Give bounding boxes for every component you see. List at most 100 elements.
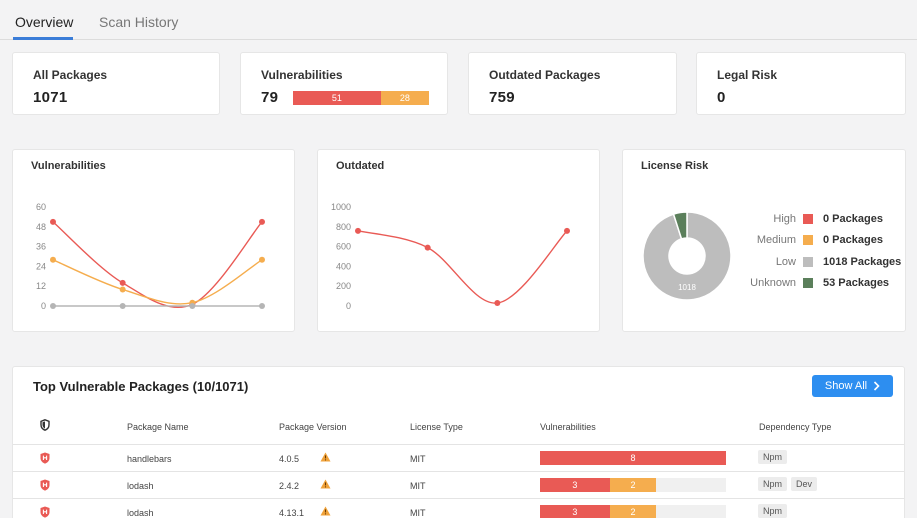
- table-row[interactable]: lodash 4.13.1 MIT 3 2 Npm: [13, 498, 904, 518]
- vulnerabilities-card[interactable]: Vulnerabilities 79 51 28: [240, 52, 448, 115]
- legend-label: High: [773, 213, 796, 225]
- outdated-chart-card: Outdated 1000 800 600 400 200 0: [317, 149, 600, 332]
- donut-slice-low: [642, 211, 732, 301]
- vulnerabilities-chart-card: Vulnerabilities 60 48 36 24 12 0: [12, 149, 295, 332]
- all-packages-card[interactable]: All Packages 1071: [12, 52, 220, 115]
- outdated-chart-title: Outdated: [336, 160, 385, 172]
- show-all-button[interactable]: Show All: [812, 375, 893, 397]
- high-severity-segment: 3: [540, 505, 610, 518]
- donut-slice-unknown: [672, 211, 688, 240]
- package-name[interactable]: lodash: [127, 508, 154, 518]
- legend-count: 1018 Packages: [823, 255, 902, 268]
- legend-label: Unknown: [750, 276, 796, 289]
- donut-center-label: 1018: [678, 283, 696, 292]
- y-tick-label: 36: [36, 242, 46, 252]
- package-version: 2.4.2: [279, 481, 300, 491]
- data-point: [494, 300, 501, 307]
- outdated-packages-value: 759: [489, 89, 515, 106]
- y-tick-label: 0: [346, 301, 351, 311]
- package-shield-icon: [40, 452, 50, 464]
- package-version: 4.0.5: [279, 454, 300, 464]
- y-tick-label: 12: [36, 281, 46, 291]
- table-row[interactable]: handlebars 4.0.5 MIT 8 Npm: [13, 444, 904, 471]
- vulnerability-severity-bar: 8: [540, 451, 726, 465]
- vulnerabilities-line-chart: 60 48 36 24 12 0: [36, 202, 265, 311]
- legend-swatch: [803, 235, 813, 246]
- tab-scan-history[interactable]: Scan History: [99, 14, 179, 30]
- all-packages-label: All Packages: [33, 68, 108, 82]
- show-all-label: Show All: [824, 380, 868, 392]
- package-shield-icon: [40, 506, 50, 518]
- all-packages-value: 1071: [33, 89, 68, 106]
- vulnerabilities-severity-bar: 51 28: [293, 91, 429, 105]
- high-severity-segment: 51: [293, 91, 381, 105]
- active-tab-indicator: [13, 37, 73, 40]
- vulnerabilities-chart-title: Vulnerabilities: [31, 160, 106, 172]
- legend-count: 53 Packages: [823, 276, 890, 289]
- warning-icon: [320, 452, 331, 462]
- data-point: [50, 218, 56, 225]
- data-point: [259, 218, 265, 225]
- data-point: [355, 227, 361, 234]
- column-header-dependency-type[interactable]: Dependency Type: [759, 422, 832, 432]
- package-version: 4.13.1: [279, 508, 305, 518]
- vulnerabilities-label: Vulnerabilities: [261, 68, 343, 82]
- license-risk-donut-chart: 1018: [642, 211, 732, 301]
- y-tick-label: 48: [36, 222, 46, 232]
- top-vulnerable-packages-card: Top Vulnerable Packages (10/1071) Show A…: [12, 366, 905, 518]
- y-tick-label: 200: [336, 281, 351, 291]
- data-point: [424, 244, 431, 251]
- outdated-packages-label: Outdated Packages: [489, 68, 601, 82]
- package-name[interactable]: lodash: [127, 481, 154, 491]
- table-title: Top Vulnerable Packages (10/1071): [33, 379, 249, 394]
- data-point: [189, 303, 196, 309]
- package-shield-icon: [40, 479, 50, 491]
- y-tick-label: 1000: [331, 202, 351, 212]
- data-point: [50, 256, 56, 263]
- legend-swatch: [803, 277, 813, 288]
- y-tick-label: 800: [336, 222, 351, 232]
- dependency-badge: Dev: [791, 477, 818, 491]
- legal-risk-label: Legal Risk: [717, 68, 778, 82]
- legend-count: 0 Packages: [823, 213, 883, 225]
- legend-swatch: [803, 256, 813, 267]
- dependency-badge: Npm: [758, 450, 788, 464]
- license-type: MIT: [410, 481, 426, 491]
- column-header-package-version[interactable]: Package Version: [279, 422, 347, 432]
- column-header-package-name[interactable]: Package Name: [127, 422, 189, 432]
- license-type: MIT: [410, 454, 426, 464]
- license-type: MIT: [410, 508, 426, 518]
- shield-icon: [40, 419, 50, 431]
- data-point: [259, 256, 265, 263]
- legend-count: 0 Packages: [823, 234, 883, 247]
- high-severity-segment: 8: [540, 451, 726, 465]
- y-tick-label: 400: [336, 261, 351, 271]
- medium-severity-segment: 2: [609, 505, 657, 518]
- column-header-vulnerabilities[interactable]: Vulnerabilities: [540, 422, 596, 432]
- vulnerabilities-value: 79: [261, 89, 279, 106]
- legal-risk-card[interactable]: Legal Risk 0: [696, 52, 906, 115]
- dependency-badge: Npm: [758, 504, 788, 518]
- medium-severity-segment: 2: [609, 478, 657, 492]
- table-row[interactable]: lodash 2.4.2 MIT 3 2 Npm Dev: [13, 471, 904, 498]
- dependency-badge: Npm: [758, 477, 788, 491]
- license-risk-title: License Risk: [641, 160, 709, 172]
- data-point: [119, 286, 126, 293]
- y-tick-label: 24: [36, 261, 46, 271]
- outdated-packages-card[interactable]: Outdated Packages 759: [468, 52, 677, 115]
- y-tick-label: 60: [36, 202, 46, 212]
- data-point: [119, 279, 126, 286]
- legend-label: Medium: [756, 234, 796, 247]
- package-name[interactable]: handlebars: [127, 454, 172, 464]
- tab-bar: Overview Scan History: [0, 0, 917, 40]
- legend-swatch: [803, 214, 813, 224]
- chevron-right-icon: [874, 381, 880, 391]
- series-line: [52, 221, 263, 309]
- series-line: [52, 259, 263, 305]
- high-severity-segment: 3: [540, 478, 610, 492]
- tab-overview[interactable]: Overview: [15, 14, 74, 30]
- column-header-license-type[interactable]: License Type: [410, 422, 463, 432]
- data-point: [50, 303, 56, 309]
- license-risk-card: License Risk 1018: [622, 149, 906, 332]
